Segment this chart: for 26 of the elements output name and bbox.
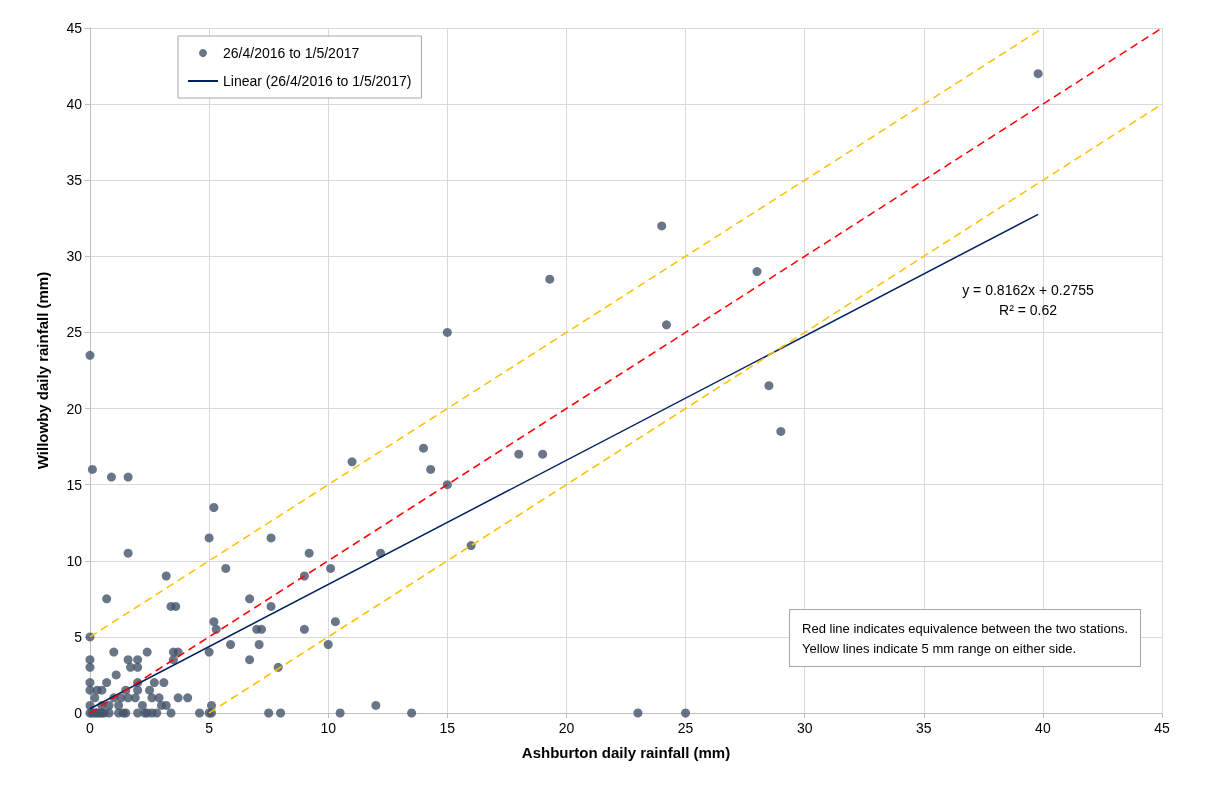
legend-label: Linear (26/4/2016 to 1/5/2017) bbox=[223, 73, 412, 89]
annotation: Red line indicates equivalence between the two stations. Yellow lines indicate 5 mm range on either side. bbox=[802, 620, 1129, 656]
y-tick-label: 0 bbox=[74, 705, 83, 721]
x-tick-label: 45 bbox=[1154, 720, 1170, 736]
x-tick-label: 20 bbox=[558, 720, 575, 736]
x-tick-label: 15 bbox=[439, 720, 456, 736]
x-tick-label: 25 bbox=[677, 720, 694, 736]
y-tick-label: 25 bbox=[66, 324, 83, 341]
y-tick-label: 20 bbox=[66, 400, 83, 417]
x-tick-label: 5 bbox=[205, 720, 214, 736]
x-tick-label: 30 bbox=[796, 720, 813, 736]
y-tick-label: 40 bbox=[66, 96, 83, 113]
x-tick-label: 35 bbox=[915, 720, 932, 736]
x-tick-label: 10 bbox=[320, 720, 337, 736]
x-tick-label: 40 bbox=[1035, 720, 1051, 736]
legend-label: 26/4/2016 to 1/5/2017 bbox=[223, 45, 360, 61]
y-tick-label: 35 bbox=[66, 172, 83, 189]
y-tick-label: 45 bbox=[66, 20, 83, 36]
y-tick-label: 15 bbox=[66, 476, 83, 493]
annotation: y = 0.8162x + 0.2755 R² = 0.62 bbox=[962, 282, 1094, 318]
y-tick-label: 10 bbox=[66, 552, 83, 569]
x-tick-label: 0 bbox=[86, 720, 95, 736]
y-axis-title: Willowby daily rainfall (mm) bbox=[34, 271, 51, 470]
y-tick-label: 5 bbox=[74, 628, 83, 645]
x-axis-title: Ashburton daily rainfall (mm) bbox=[521, 744, 731, 761]
y-tick-label: 30 bbox=[66, 248, 83, 265]
